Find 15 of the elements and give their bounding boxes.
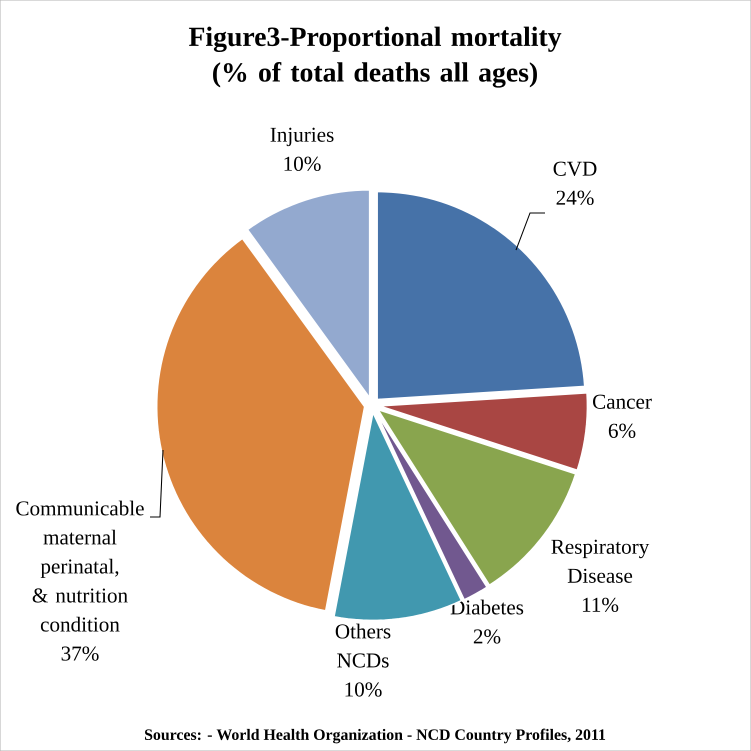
data-label: 11% (582, 598, 618, 612)
slice-label: Cancer (592, 394, 652, 409)
slice-label: CVD (554, 162, 596, 176)
chart-title: Figure3-Proportional mortality (% of total deaths all ages) (188, 26, 562, 88)
data-label: 2% (474, 629, 500, 644)
data-label: 10% (346, 682, 382, 697)
data-label: 10% (284, 156, 321, 171)
data-label: 24% (556, 190, 594, 205)
slice-label: Others NCDs (336, 624, 390, 668)
data-label: 6% (608, 424, 636, 438)
source-note: Sources: - World Health Organization - NCD Country Profiles, 2011 (144, 728, 606, 744)
slice-label: Communicable maternal perinatal, & nutrition condition (16, 500, 144, 632)
data-label: 37% (62, 646, 99, 661)
slice-label: Respiratory Disease (551, 540, 650, 583)
slice-label: Injuries (270, 128, 334, 146)
